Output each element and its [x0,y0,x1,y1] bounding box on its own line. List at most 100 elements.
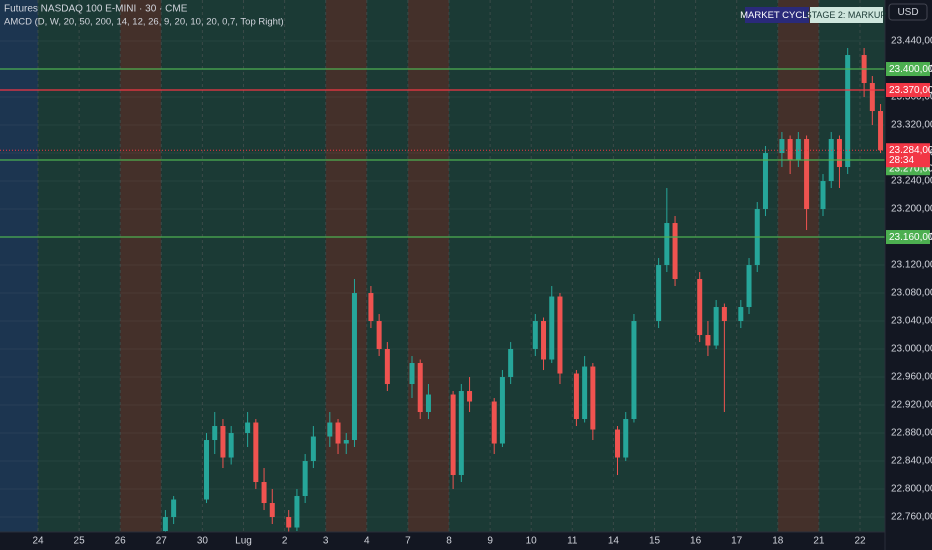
phase-band [38,0,80,532]
y-tick-label: 23.200,00 [891,204,932,215]
candle-body [417,363,423,413]
x-tick-label: Lug [235,536,252,547]
x-tick-label: 22 [854,536,866,547]
x-tick-label: 4 [364,536,370,547]
candle-body [541,321,547,360]
x-tick-label: 3 [323,536,329,547]
y-tick-label: 23.320,00 [891,120,932,131]
y-tick-label: 22.840,00 [891,456,932,467]
plot-area [0,0,885,532]
x-tick-label: 11 [567,536,578,547]
candle-body [697,279,703,336]
candle-body [204,440,210,500]
y-tick-label: 23.360,00 [891,92,932,103]
y-tick-label: 22.800,00 [891,484,932,495]
candle-body [656,265,662,322]
candle-body [878,111,884,151]
phase-band [531,0,573,532]
candle-body [836,139,842,168]
currency-box[interactable] [888,3,928,21]
candle-body [582,366,588,420]
last-price-box [886,143,930,168]
y-tick-label: 22.960,00 [891,372,932,383]
phase-band [818,0,860,532]
candle-body [795,139,801,161]
level-box [886,62,930,77]
badge-box [745,7,809,23]
y-tick-label: 23.440,00 [891,36,932,47]
candle-body [368,293,374,322]
phase-band [572,0,614,532]
currency[interactable]: USD [897,7,918,18]
candle-body [721,307,727,322]
x-tick-label: 14 [608,536,620,547]
candle-body [261,482,267,504]
y-tick-label: 23.240,00 [891,176,932,187]
candle-body [162,517,168,532]
badge: MARKET CYCLE [740,10,814,21]
candle-body [804,139,810,210]
candle-body [787,139,793,161]
y-tick-label: 22.880,00 [891,428,932,439]
candle-body [302,461,308,497]
candle-body [467,391,473,402]
x-tick-label: 15 [649,536,661,547]
candle-body [738,307,744,322]
x-tick-label: 21 [813,536,825,547]
candle-body [228,433,234,458]
candle-body [450,394,456,476]
indicator-label: AMCD (D, W, 20, 50, 200, 14, 12, 26, 9, … [4,17,284,28]
x-tick-label: 2 [282,536,288,547]
x-tick-label: 7 [405,536,411,547]
candle-body [869,83,875,112]
candle-body [286,517,292,528]
phase-band [161,0,203,532]
candle-body [549,296,555,360]
x-tick-label: 27 [156,536,168,547]
x-tick-label: 18 [772,536,784,547]
candle-body [779,139,785,154]
last-price-label: 23.284,00 [889,145,932,156]
phase-band [79,0,121,532]
level-label: 23.400,00 [889,64,932,75]
candle-body [623,419,629,458]
x-tick-label: 26 [115,536,127,547]
candle-body [409,363,415,385]
x-tick-label: 8 [446,536,452,547]
badge: STAGE 2: MARKUP [806,10,887,20]
candle-body [705,335,711,346]
phase-band [407,0,449,532]
phase-band [777,0,819,532]
candle-body [343,440,349,444]
candle-body [664,223,670,266]
candle-body [351,293,357,441]
level-label: 23.160,00 [889,232,932,243]
candle-body [327,422,333,437]
candle-body [335,422,341,444]
candle-body [245,422,251,434]
y-tick-label: 23.000,00 [891,344,932,355]
candle-body [220,426,226,458]
candle-body [615,429,621,458]
candle-body [212,426,218,441]
x-tick-label: 24 [32,536,44,547]
x-tick-label: 25 [74,536,86,547]
y-tick-label: 22.920,00 [891,400,932,411]
candle-body [310,436,316,462]
x-tick-label: 9 [487,536,493,547]
candle-body [294,496,300,528]
candle-body [376,321,382,350]
candle-body [845,55,851,168]
axes: 24 25 26 27 30 Lug 2 3 4 7 8 9 10 11 14 15 16 17 18 21 22 23.… [32,36,932,547]
level-box [886,83,930,98]
y-tick-label: 22.760,00 [891,512,932,523]
candle-body [425,394,431,413]
x-tick-label: 16 [690,536,702,547]
candle-body [499,377,505,444]
level-label: 23.370,00 [889,85,932,96]
candle-body [384,349,390,385]
candle-body [269,503,275,518]
candle-body [491,401,497,444]
x-tick-label: 10 [526,536,538,547]
